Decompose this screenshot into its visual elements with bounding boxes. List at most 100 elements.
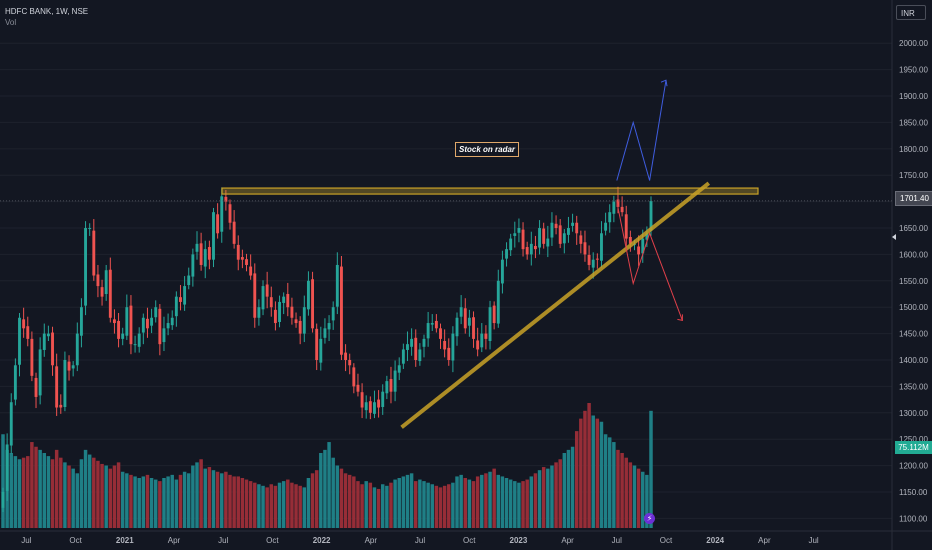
- candle-body: [125, 307, 129, 336]
- y-tick-label: 1850.00: [899, 118, 928, 127]
- volume-bar: [566, 449, 571, 528]
- volume-bar: [587, 403, 591, 528]
- chart-legend: HDFC BANK, 1W, NSE Vol: [5, 6, 88, 28]
- x-tick-label: Jul: [218, 536, 228, 545]
- stock-on-radar-note[interactable]: Stock on radar: [455, 142, 520, 157]
- candle-body: [492, 305, 496, 324]
- volume-bar: [34, 446, 38, 528]
- candle-body: [212, 212, 215, 260]
- candle-body: [344, 352, 348, 360]
- volume-bar: [558, 459, 562, 528]
- candle-body: [645, 233, 649, 240]
- candle-body: [170, 317, 174, 326]
- volume-bar: [537, 470, 542, 528]
- volume-bar: [244, 479, 249, 528]
- volume-bar: [207, 467, 212, 528]
- candle-body: [554, 223, 558, 229]
- volume-bar: [496, 474, 501, 528]
- volume-bar: [620, 453, 624, 528]
- candle-body: [500, 259, 504, 284]
- candle-body: [228, 204, 232, 223]
- volume-bar: [554, 462, 558, 528]
- volume-bar: [471, 481, 476, 528]
- x-tick-label: Apr: [365, 536, 378, 545]
- volume-bar: [182, 471, 187, 528]
- scroll-to-latest-icon[interactable]: [892, 234, 896, 240]
- y-tick-label: 1800.00: [899, 145, 928, 154]
- candle-body: [620, 206, 624, 213]
- volume-bar: [389, 482, 393, 528]
- candle-body: [112, 319, 116, 324]
- candle-body: [22, 319, 26, 329]
- candle-body: [129, 305, 133, 345]
- volume-bar: [203, 468, 207, 528]
- y-tick-label: 1450.00: [899, 330, 928, 339]
- volume-bar: [174, 479, 179, 528]
- candle-body: [286, 294, 290, 308]
- volume-bar: [467, 479, 472, 528]
- x-tick-label: Jul: [612, 536, 622, 545]
- bearish-projection-path: [616, 201, 683, 321]
- resistance-band: [221, 187, 759, 195]
- y-tick-label: 1100.00: [899, 514, 928, 523]
- y-tick-label: 1350.00: [899, 382, 928, 391]
- lightning-icon[interactable]: ⚡: [644, 513, 655, 524]
- volume-bar: [451, 482, 455, 528]
- candle-body: [191, 254, 195, 277]
- volume-bar: [550, 465, 554, 528]
- x-tick-label: 2021: [116, 536, 134, 545]
- candle-body: [220, 196, 224, 232]
- x-tick-label: Oct: [660, 536, 673, 545]
- volume-bar: [240, 478, 245, 528]
- candle-body: [550, 222, 554, 238]
- candle-body: [451, 333, 455, 361]
- symbol-title[interactable]: HDFC BANK, 1W, NSE: [5, 7, 89, 16]
- x-tick-label: Apr: [561, 536, 574, 545]
- volume-indicator-label[interactable]: Vol: [5, 18, 17, 27]
- candle-body: [628, 236, 632, 244]
- candle-body: [505, 249, 508, 259]
- volume-bar: [67, 465, 71, 528]
- candle-body: [1, 491, 5, 508]
- volume-bar: [500, 476, 505, 528]
- candle-body: [637, 246, 641, 255]
- candle-body: [467, 317, 471, 326]
- candle-body: [13, 365, 17, 400]
- x-tick-label: Jul: [21, 536, 31, 545]
- candle-body: [385, 381, 389, 394]
- candle-body: [575, 222, 579, 234]
- volume-bar: [149, 478, 154, 528]
- volume-bar: [393, 479, 397, 528]
- candle-body: [571, 222, 575, 226]
- candle-body: [649, 201, 653, 231]
- currency-button[interactable]: INR: [896, 5, 926, 20]
- support-trendline: [400, 181, 711, 429]
- candle-body: [434, 320, 438, 329]
- candle-body: [26, 326, 30, 339]
- volume-bar: [319, 453, 323, 528]
- volume-bar: [96, 460, 100, 528]
- volume-bar: [290, 482, 294, 528]
- candle-body: [282, 296, 286, 303]
- candle-body: [154, 307, 158, 318]
- candle-body: [447, 347, 451, 360]
- candle-body: [484, 333, 488, 339]
- candle-body: [9, 402, 13, 446]
- volume-bar: [607, 437, 612, 528]
- candle-body: [232, 221, 236, 244]
- volume-bar: [314, 470, 319, 528]
- y-tick-label: 1950.00: [899, 66, 928, 75]
- candle-body: [46, 333, 50, 337]
- candle-body: [558, 225, 562, 244]
- candle-body: [604, 222, 608, 231]
- candle-body: [257, 307, 261, 318]
- candle-body: [381, 391, 385, 407]
- volume-bar: [133, 476, 137, 528]
- volume-bar: [1, 434, 5, 528]
- y-tick-label: 1900.00: [899, 92, 928, 101]
- volume-bar: [63, 462, 67, 528]
- candle-body: [472, 317, 475, 339]
- candle-body: [414, 337, 418, 360]
- candle-body: [340, 266, 343, 355]
